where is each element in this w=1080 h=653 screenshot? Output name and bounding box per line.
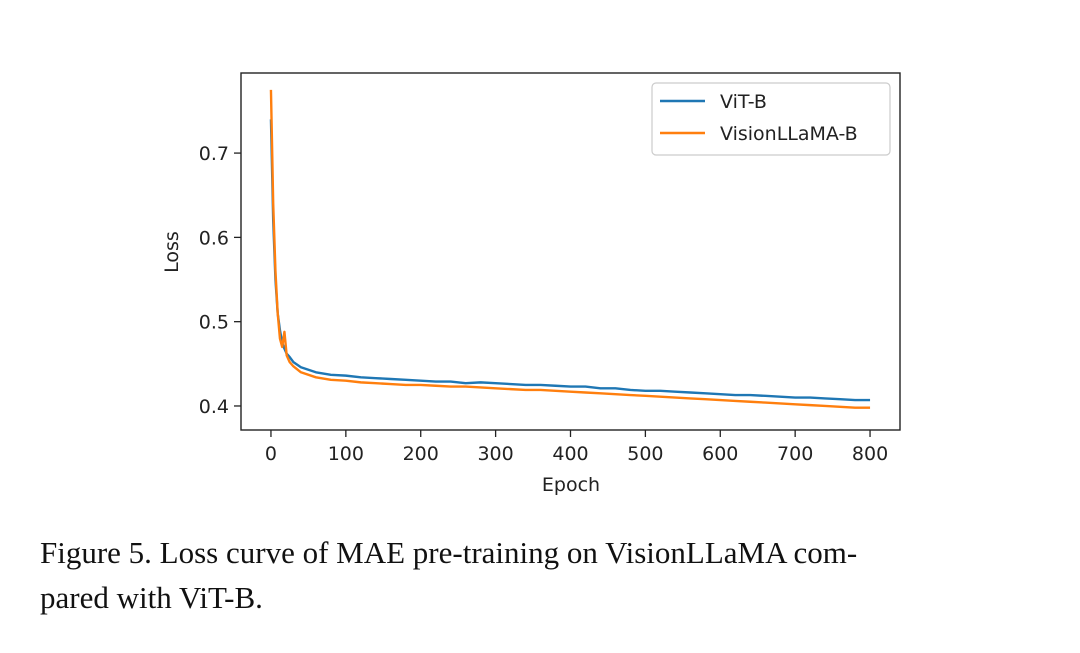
x-tick-label: 500 (627, 443, 663, 465)
x-axis-label: Epoch (542, 474, 600, 496)
x-tick-label: 0 (265, 443, 277, 465)
x-tick-label: 800 (852, 443, 888, 465)
x-tick-label: 300 (477, 443, 513, 465)
caption-line: pared with ViT-B. (40, 580, 263, 615)
y-tick-label: 0.5 (199, 312, 229, 334)
x-tick-label: 700 (777, 443, 813, 465)
x-tick-label: 200 (403, 443, 439, 465)
x-tick-label: 400 (552, 443, 588, 465)
caption-line: Figure 5. Loss curve of MAE pre-training… (40, 535, 857, 570)
y-axis-label: Loss (161, 231, 183, 273)
legend-box (651, 82, 891, 156)
axes-frame (240, 72, 901, 431)
line-series (269, 119, 871, 402)
y-tick-label: 0.6 (199, 227, 229, 249)
x-tick-label: 600 (702, 443, 738, 465)
y-tick-label: 0.7 (199, 143, 229, 165)
y-tick-label: 0.4 (199, 396, 229, 418)
line-series (269, 89, 871, 409)
legend-label: ViT-B (720, 91, 767, 113)
x-tick-label: 100 (328, 443, 364, 465)
legend-label: VisionLLaMA-B (720, 123, 858, 145)
